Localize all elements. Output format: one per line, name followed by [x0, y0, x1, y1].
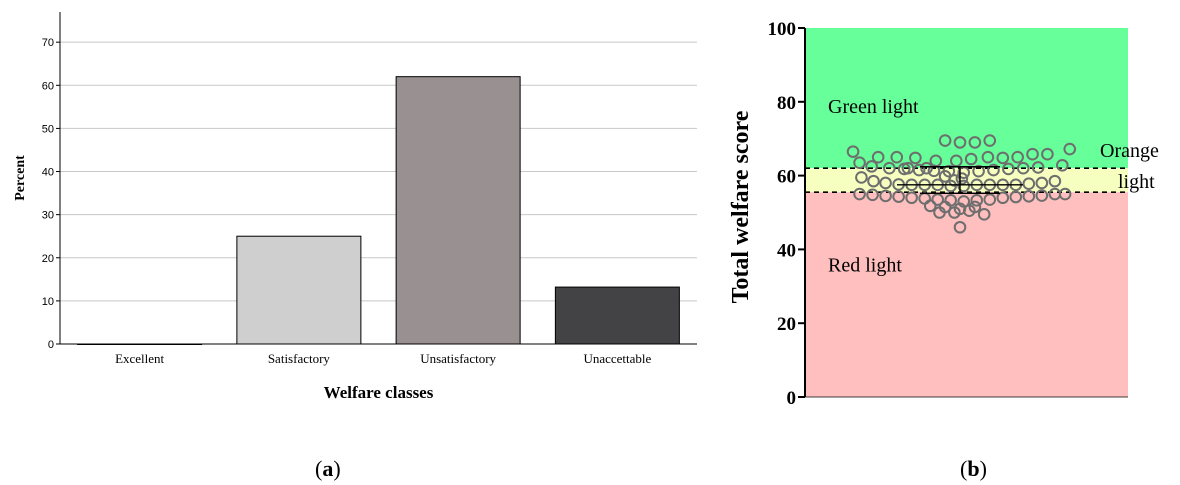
data-point	[957, 179, 971, 193]
data-point	[1016, 161, 1030, 175]
bar-unsatisfactory	[395, 76, 521, 345]
data-point	[1035, 189, 1049, 202]
data-point	[855, 171, 868, 184]
data-point	[1056, 158, 1069, 172]
data-point	[953, 136, 967, 149]
data-point	[948, 206, 961, 219]
data-point	[853, 156, 866, 169]
data-point	[931, 193, 944, 206]
y-tick-label: 50	[42, 123, 54, 135]
y-axis-title: Total welfare score	[728, 110, 754, 303]
data-point	[972, 164, 985, 178]
data-point	[1041, 147, 1054, 161]
y-axis-title: Percent	[13, 155, 28, 201]
y-tick-label: 20	[42, 253, 54, 265]
data-point	[1063, 142, 1077, 156]
y-tick-label: 20	[777, 314, 796, 335]
data-point	[871, 150, 885, 164]
data-point	[892, 190, 905, 203]
y-tick-label: 40	[777, 240, 796, 261]
data-point	[890, 150, 904, 164]
y-tick-label: 10	[42, 296, 54, 308]
data-point	[996, 191, 1010, 205]
data-point	[879, 176, 892, 190]
data-point	[1026, 147, 1039, 161]
y-tick-label: 60	[42, 80, 54, 92]
data-point	[1002, 162, 1015, 176]
data-point	[1011, 150, 1024, 164]
data-point	[996, 151, 1010, 165]
x-tick-label: Unaccettable	[583, 351, 651, 366]
data-point	[987, 163, 1000, 177]
panel-a-bar-chart: 0 10 20 30 40 50 60 70 Excellent Satisfactory Unsa…	[13, 12, 697, 402]
data-point	[905, 191, 918, 205]
x-tick-label: Excellent	[115, 351, 164, 366]
data-point	[1035, 176, 1049, 190]
data-point	[923, 199, 937, 213]
bar-unaccettable	[554, 286, 680, 345]
data-point	[883, 161, 896, 175]
data-point	[983, 193, 997, 206]
data-point	[927, 164, 941, 178]
data-point	[867, 174, 880, 188]
data-point	[938, 134, 952, 147]
data-point	[879, 189, 892, 203]
panel-b-welfare-score-chart: Green light Orange light Red light 0 20 40 60 80…	[728, 19, 1159, 409]
x-tick-label: Satisfactory	[268, 351, 331, 366]
y-tick-label: 70	[42, 37, 54, 49]
data-point	[970, 194, 984, 207]
data-point	[1031, 161, 1045, 174]
data-point	[1058, 187, 1072, 201]
data-point	[865, 160, 878, 173]
data-point	[1009, 190, 1023, 204]
data-point	[853, 187, 866, 201]
data-point	[963, 204, 976, 217]
y-tick-label: 30	[42, 210, 54, 222]
data-point	[968, 136, 982, 149]
data-point	[1022, 189, 1036, 203]
bar-excellent	[77, 343, 203, 345]
data-point	[933, 206, 946, 219]
zone-red-light	[805, 192, 1128, 397]
y-tick-label: 0	[48, 339, 54, 351]
y-tick-label: 40	[42, 167, 54, 179]
zone-label-green: Green light	[828, 96, 919, 118]
zone-label-orange-2: light	[1118, 171, 1155, 193]
data-point	[957, 195, 971, 208]
data-point	[846, 145, 860, 158]
y-tick-label: 60	[777, 167, 796, 188]
zone-label-red: Red light	[828, 254, 902, 276]
data-point	[1022, 177, 1036, 191]
data-point	[983, 134, 997, 147]
data-point	[912, 163, 926, 177]
caption-b: (b)	[960, 456, 987, 481]
data-point	[866, 188, 879, 202]
data-point	[1048, 174, 1062, 188]
y-tick-label: 0	[787, 388, 797, 409]
x-tick-label: Unsatisfactory	[420, 351, 496, 366]
caption-a: (a)	[315, 456, 341, 481]
data-point	[964, 152, 978, 166]
zone-label-orange-1: Orange	[1100, 140, 1159, 162]
bar-satisfactory	[236, 235, 362, 345]
data-point	[897, 162, 911, 176]
data-point	[920, 161, 933, 175]
data-point	[977, 208, 991, 221]
data-point	[953, 220, 967, 234]
y-tick-label: 100	[768, 19, 797, 40]
data-point	[909, 151, 922, 165]
y-tick-label: 80	[777, 93, 796, 114]
x-axis-title: Welfare classes	[324, 383, 434, 402]
data-point	[955, 172, 969, 185]
data-point	[981, 150, 995, 164]
